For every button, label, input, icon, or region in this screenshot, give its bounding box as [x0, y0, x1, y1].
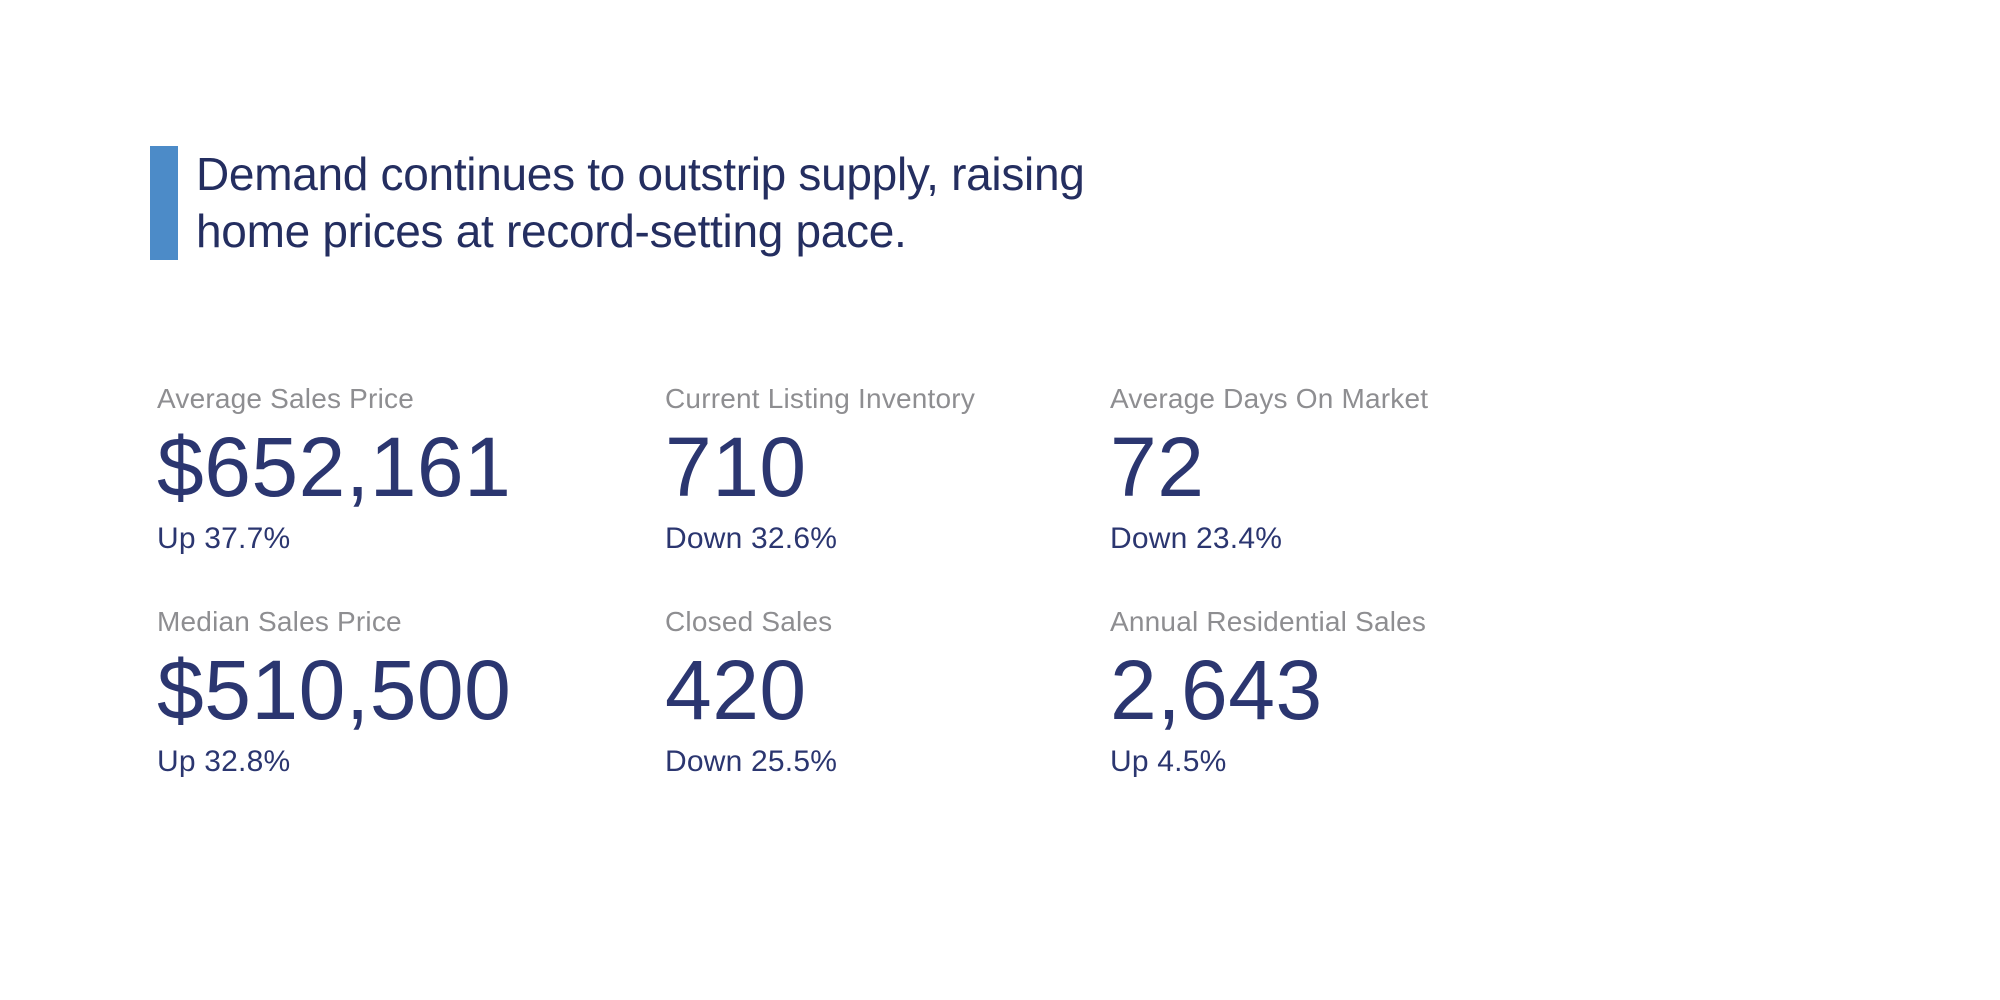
page-title-line-2: home prices at record-setting pace.: [196, 205, 907, 257]
stat-change: Up 4.5%: [1110, 745, 1227, 778]
stat-change: Up 32.8%: [157, 745, 291, 778]
page-title-line-1: Demand continues to outstrip supply, rai…: [196, 148, 1085, 200]
stat-annual-residential-sales: Annual Residential Sales 2,643 Up 4.5%: [1110, 606, 1650, 779]
stats-grid: Average Sales Price $652,161 Up 37.7% Cu…: [157, 383, 1650, 779]
stat-closed-sales: Closed Sales 420 Down 25.5%: [665, 606, 1110, 779]
stat-change: Down 25.5%: [665, 745, 838, 778]
page-title: Demand continues to outstrip supply, rai…: [196, 146, 1085, 260]
headline-accent-bar: [150, 146, 178, 260]
stat-average-sales-price: Average Sales Price $652,161 Up 37.7%: [157, 383, 665, 556]
stat-value: 72: [1110, 420, 1205, 514]
stat-value: $652,161: [157, 420, 512, 514]
stat-median-sales-price: Median Sales Price $510,500 Up 32.8%: [157, 606, 665, 779]
stat-change: Down 23.4%: [1110, 522, 1283, 555]
stat-value: 420: [665, 643, 807, 737]
stat-value: 2,643: [1110, 643, 1323, 737]
stat-label: Current Listing Inventory: [665, 383, 976, 414]
stat-value: $510,500: [157, 643, 512, 737]
stat-value: 710: [665, 420, 807, 514]
stat-label: Average Sales Price: [157, 383, 414, 414]
stat-average-days-on-market: Average Days On Market 72 Down 23.4%: [1110, 383, 1650, 556]
stat-change: Up 37.7%: [157, 522, 291, 555]
stat-label: Closed Sales: [665, 606, 833, 637]
headline-block: Demand continues to outstrip supply, rai…: [150, 146, 1085, 260]
stat-label: Median Sales Price: [157, 606, 402, 637]
stat-label: Average Days On Market: [1110, 383, 1429, 414]
stat-current-listing-inventory: Current Listing Inventory 710 Down 32.6%: [665, 383, 1110, 556]
stat-change: Down 32.6%: [665, 522, 838, 555]
stat-label: Annual Residential Sales: [1110, 606, 1427, 637]
